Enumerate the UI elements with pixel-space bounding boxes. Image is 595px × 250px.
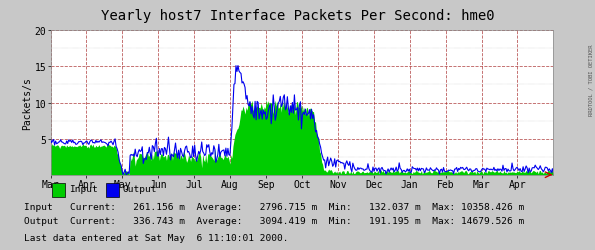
Y-axis label: Packets/s: Packets/s bbox=[22, 77, 32, 130]
Text: Output  Current:   336.743 m  Average:   3094.419 m  Min:   191.195 m  Max: 1467: Output Current: 336.743 m Average: 3094.… bbox=[24, 216, 524, 225]
Text: Yearly host7 Interface Packets Per Second: hme0: Yearly host7 Interface Packets Per Secon… bbox=[101, 9, 494, 23]
Text: Input   Current:   261.156 m  Average:   2796.715 m  Min:   132.037 m  Max: 1035: Input Current: 261.156 m Average: 2796.7… bbox=[24, 202, 524, 211]
Text: Output: Output bbox=[123, 184, 157, 193]
Text: Input: Input bbox=[69, 184, 98, 193]
Text: Last data entered at Sat May  6 11:10:01 2000.: Last data entered at Sat May 6 11:10:01 … bbox=[24, 234, 289, 242]
Text: RRDTOOL / TOBI OETIKER: RRDTOOL / TOBI OETIKER bbox=[588, 44, 593, 116]
